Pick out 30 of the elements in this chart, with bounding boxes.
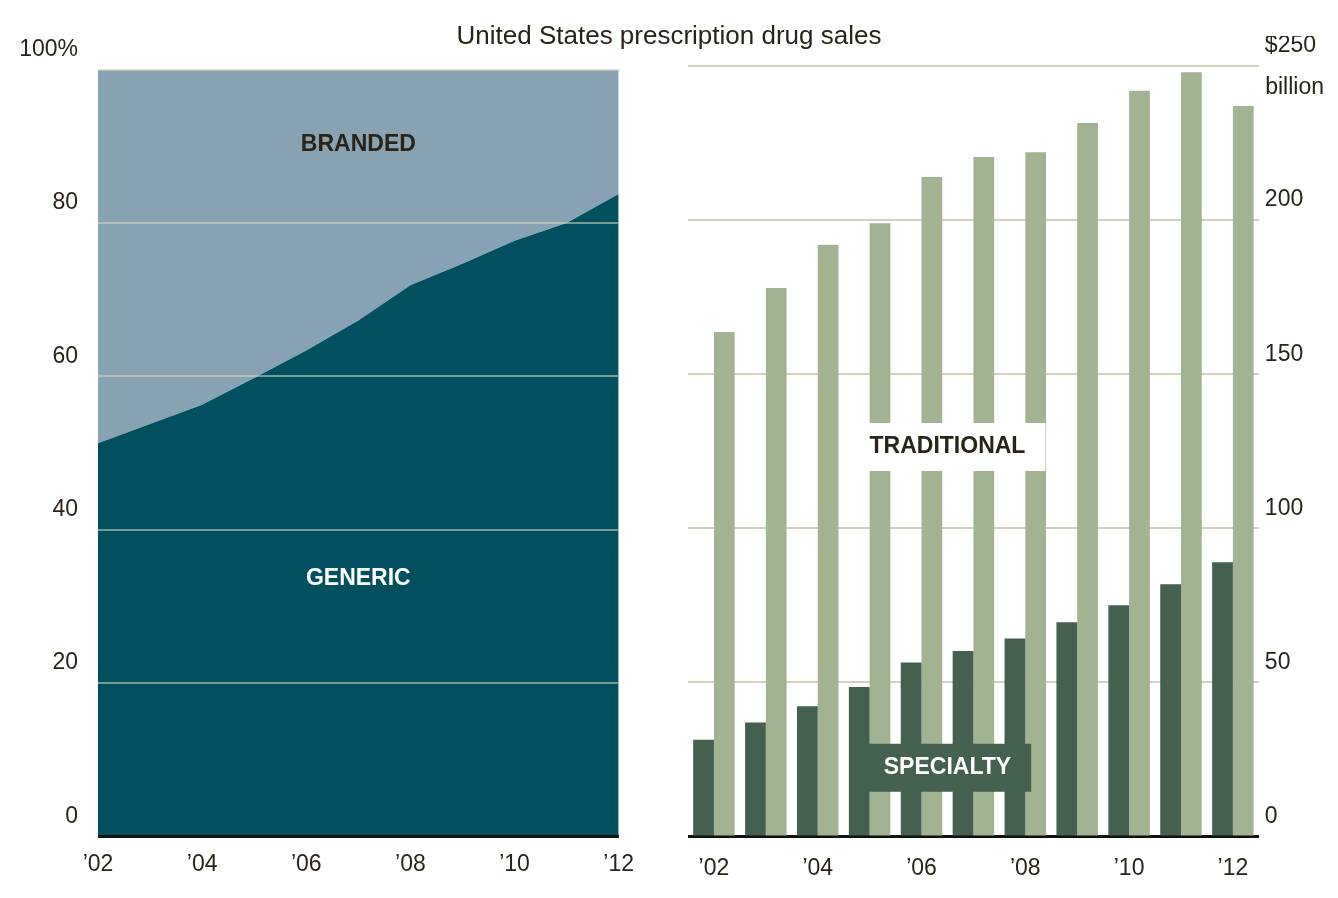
x-tick-label: ’12: [1217, 853, 1249, 880]
y-tick-label: 60: [52, 341, 78, 368]
x-tick-label: ’12: [603, 849, 635, 876]
x-tick-label: ’08: [395, 849, 426, 876]
y-tick-label: 0: [1264, 801, 1278, 828]
y-tick-label: 200: [1264, 185, 1304, 212]
y-tick-label: 40: [52, 495, 78, 522]
y-axis-title: billion: [1265, 73, 1324, 100]
x-tick-label: ’10: [499, 849, 530, 876]
y-tick-label: 50: [1264, 647, 1291, 674]
y-tick-label: 100: [1264, 493, 1304, 520]
x-tick-label: ’04: [186, 849, 218, 876]
y-tick-label: 80: [52, 188, 78, 215]
series-label: GENERIC: [305, 563, 411, 590]
x-tick-label: ’04: [802, 853, 834, 880]
y-tick-label: $250: [1264, 31, 1317, 58]
y-tick-label: 0: [65, 801, 78, 828]
x-tick-label: ’06: [290, 849, 322, 876]
series-label: BRANDED: [300, 130, 416, 157]
x-tick-label: ’02: [82, 849, 114, 876]
series-label: TRADITIONAL: [869, 432, 1026, 459]
x-tick-label: ’08: [1009, 853, 1041, 880]
x-tick-label: ’10: [1113, 853, 1145, 880]
chart-title: United States prescription drug sales: [456, 20, 882, 50]
x-tick-label: ’06: [906, 853, 937, 880]
series-label: SPECIALTY: [883, 753, 1012, 780]
x-tick-label: ’02: [698, 853, 730, 880]
y-tick-label: 20: [52, 648, 78, 675]
y-tick-label: 100%: [19, 35, 78, 62]
y-tick-label: 150: [1264, 339, 1304, 366]
